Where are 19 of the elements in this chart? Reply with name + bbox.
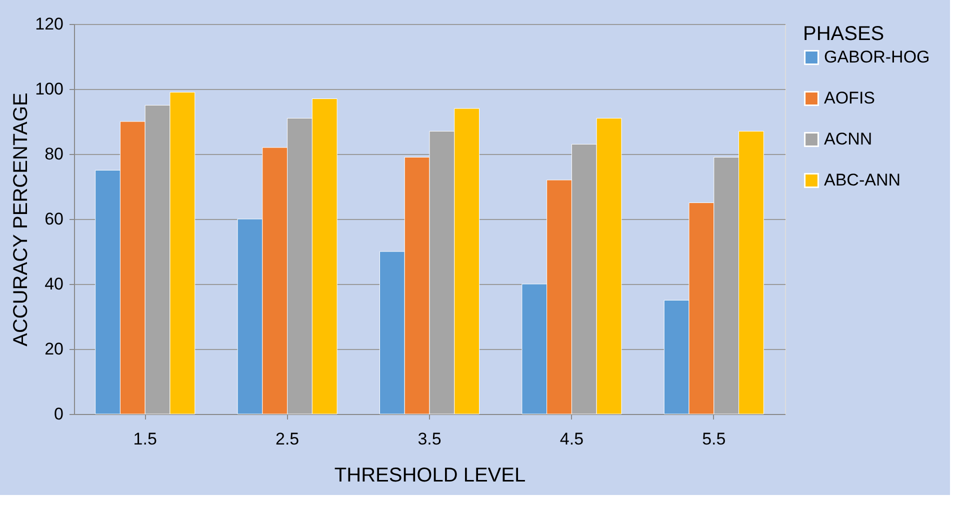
y-tick-label: 20: [44, 340, 64, 358]
y-tick-label: 80: [44, 144, 64, 164]
x-tick-label: 4.5: [560, 430, 584, 448]
x-axis-title: THRESHOLD LEVEL: [334, 464, 526, 486]
x-tick-label: 2.5: [275, 430, 300, 448]
y-axis-title: ACCURACY PERCENTAGE: [10, 92, 32, 346]
legend-label: AOFIS: [824, 88, 876, 108]
legend-label: ACNN: [824, 130, 872, 148]
legend-title: PHASES: [803, 23, 884, 45]
y-tick-label: 120: [35, 14, 64, 34]
legend-label: ABC-ANN: [824, 170, 901, 190]
x-tick-label: 5.5: [702, 430, 726, 448]
x-tick-label: 1.5: [133, 430, 157, 448]
x-tick-label: 3.5: [418, 430, 442, 448]
y-tick-label: 0: [54, 404, 64, 424]
y-tick-label: 100: [35, 80, 64, 98]
legend-label: GABOR-HOG: [824, 48, 930, 66]
y-tick-label: 40: [44, 274, 64, 294]
y-tick-label: 60: [44, 210, 64, 228]
